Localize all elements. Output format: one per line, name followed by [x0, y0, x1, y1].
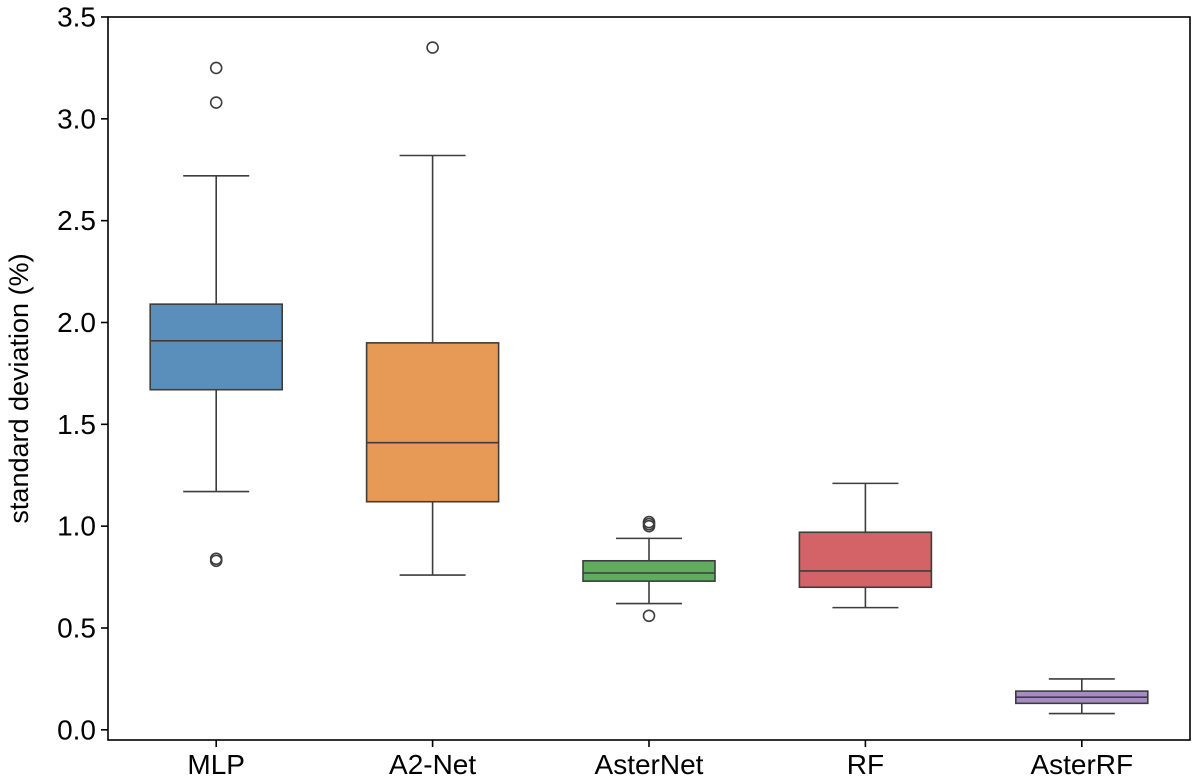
outlier-point — [642, 515, 656, 529]
y-tick-label: 1.5 — [57, 409, 96, 440]
outlier-point — [426, 41, 439, 54]
iqr-box — [798, 531, 933, 589]
iqr-box — [149, 303, 284, 391]
box-group-a2-net — [365, 41, 500, 576]
y-tick-label: 3.0 — [57, 103, 96, 134]
outlier-point — [642, 609, 656, 623]
y-axis-label: standard deviation (%) — [4, 253, 34, 523]
y-tick-label: 3.5 — [57, 2, 96, 33]
y-tick-label: 0.0 — [57, 714, 96, 745]
outlier-point — [209, 552, 223, 566]
x-tick-label: MLP — [187, 749, 245, 780]
outlier-point — [209, 96, 223, 109]
x-tick-label: A2-Net — [389, 749, 476, 780]
y-tick-label: 1.0 — [57, 511, 96, 542]
box-group-asterrf — [1014, 678, 1149, 715]
box-group-mlp — [149, 61, 284, 568]
y-tick-label: 0.5 — [57, 612, 96, 643]
x-tick-label: AsterRF — [1030, 749, 1133, 780]
y-axis: 0.0 0.5 1.0 1.5 2.0 2.5 3.0 3.5 — [57, 2, 108, 745]
x-tick-label: AsterNet — [595, 749, 704, 780]
outlier-point — [209, 61, 223, 75]
x-tick-label: RF — [847, 749, 884, 780]
y-tick-label: 2.5 — [57, 205, 96, 236]
box-group-rf — [798, 482, 933, 609]
box-group-asternet — [582, 515, 716, 623]
iqr-box — [582, 559, 716, 582]
iqr-box — [365, 342, 500, 503]
y-tick-label: 2.0 — [57, 307, 96, 338]
plot-area — [149, 41, 1149, 715]
x-axis: MLP A2-Net AsterNet RF AsterRF — [187, 740, 1133, 780]
